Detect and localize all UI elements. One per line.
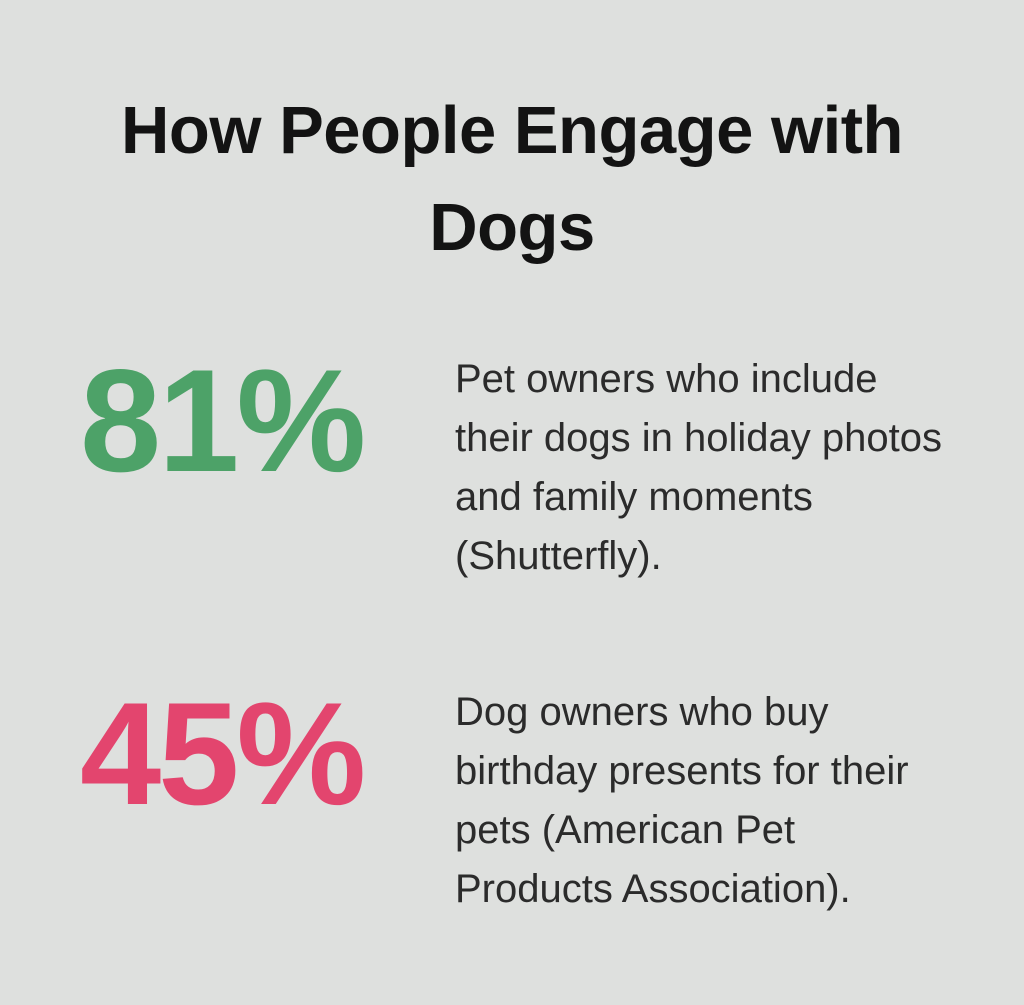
stat-value-81-percent: 81% <box>80 339 366 502</box>
stat-description-holiday-photos: Pet owners who include their dogs in hol… <box>455 357 942 578</box>
stat-description-birthday-presents: Dog owners who buy birthday presents for… <box>455 690 909 911</box>
stat-value-45-percent: 45% <box>80 672 366 835</box>
page-title: How People Engage with Dogs <box>121 93 903 265</box>
stat-rows: 81% Pet owners who include their dogs in… <box>0 344 1024 919</box>
stat-row-birthday-presents: 45% Dog owners who buy birthday presents… <box>0 677 1024 919</box>
stat-row-holiday-photos: 81% Pet owners who include their dogs in… <box>0 344 1024 586</box>
